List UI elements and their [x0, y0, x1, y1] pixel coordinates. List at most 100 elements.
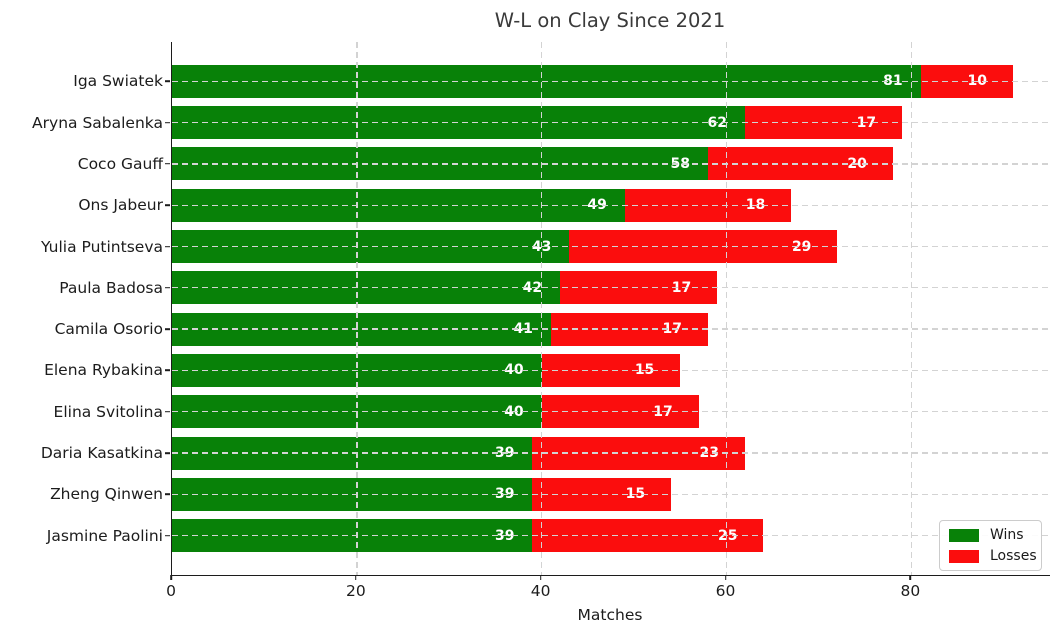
x-tick-mark [355, 575, 357, 580]
x-tick-mark [909, 575, 912, 580]
wins-bar-segment: 40 [172, 395, 542, 429]
wins-value-label: 39 [494, 527, 515, 544]
x-tick-label: 40 [530, 582, 551, 600]
losses-value-label: 17 [856, 114, 877, 131]
x-tick-mark [170, 575, 172, 580]
wins-value-label: 58 [670, 155, 691, 172]
y-tick-label-player: Paula Badosa [59, 278, 163, 297]
chart-title: W-L on Clay Since 2021 [494, 9, 726, 32]
losses-bar-segment: 23 [532, 436, 745, 470]
bar-row: 49 18 [172, 188, 792, 222]
vertical-gridline [910, 42, 913, 575]
y-tick-label-player: Daria Kasatkina [40, 444, 163, 462]
losses-value-label: 15 [634, 362, 655, 379]
bar-row: 40 15 [172, 353, 681, 387]
y-tick-mark [164, 121, 170, 124]
wins-value-label: 62 [707, 114, 727, 131]
wins-bar-segment: 43 [172, 230, 570, 263]
losses-bar-segment: 17 [550, 312, 709, 346]
y-tick-mark [164, 493, 170, 496]
wins-bar-segment: 39 [172, 519, 533, 553]
losses-bar-segment: 17 [745, 106, 903, 140]
wins-value-label: 40 [504, 403, 524, 420]
losses-bar-segment: 17 [560, 271, 718, 305]
y-tick-mark [164, 410, 170, 413]
wins-value-label: 40 [504, 362, 524, 379]
losses-value-label: 17 [662, 321, 683, 338]
losses-value-label: 23 [699, 445, 719, 461]
legend-item-wins: Wins [949, 527, 1032, 543]
wins-bar-segment: 81 [172, 64, 921, 98]
y-tick-label-player: Zheng Qinwen [50, 485, 163, 504]
y-tick-label-player: Jasmine Paolini [46, 526, 163, 545]
wins-value-label: 41 [513, 321, 533, 338]
losses-bar-segment: 25 [532, 519, 764, 553]
legend-label-losses: Losses [990, 548, 1037, 564]
x-tick-mark [724, 575, 727, 580]
wins-bar-segment: 39 [172, 436, 533, 470]
legend-label-wins: Wins [990, 527, 1024, 543]
wins-bar-segment: 49 [172, 188, 625, 222]
losses-value-label: 25 [718, 527, 738, 544]
wins-value-label: 81 [883, 73, 903, 90]
bar-row: 81 10 [172, 64, 1014, 98]
bar-row: 42 17 [172, 271, 718, 305]
bar-row: 40 17 [172, 395, 699, 429]
losses-value-label: 20 [847, 155, 867, 172]
wins-swatch [949, 528, 979, 542]
losses-bar-segment: 20 [708, 147, 893, 181]
y-tick-label-player: Yulia Putintseva [40, 237, 163, 256]
losses-bar-segment: 15 [541, 353, 681, 387]
wins-bar-segment: 41 [172, 312, 551, 346]
losses-bar-segment: 18 [624, 188, 792, 222]
bar-row: 58 20 [172, 147, 893, 181]
bar-row: 39 23 [172, 436, 745, 470]
y-tick-mark [164, 245, 170, 248]
losses-bar-segment: 15 [532, 477, 672, 511]
y-tick-mark [164, 452, 170, 454]
wins-value-label: 43 [531, 238, 552, 255]
wins-bar-segment: 40 [172, 353, 542, 387]
y-tick-label-player: Elina Svitolina [53, 402, 163, 421]
wins-bar-segment: 42 [172, 271, 561, 305]
losses-bar-segment: 17 [541, 395, 699, 429]
bar-row: 39 25 [172, 519, 764, 553]
losses-value-label: 10 [967, 73, 988, 90]
wins-bar-segment: 39 [172, 477, 533, 511]
y-tick-mark [164, 328, 170, 330]
y-tick-mark [164, 163, 170, 165]
y-tick-label-player: Aryna Sabalenka [32, 113, 163, 132]
legend: Wins Losses [939, 520, 1042, 571]
x-tick-label: 80 [900, 582, 921, 600]
bar-row: 39 15 [172, 477, 672, 511]
losses-swatch [949, 549, 979, 563]
y-tick-mark [164, 204, 170, 206]
plot-area: 81 10 62 17 58 20 49 18 43 29 42 17 41 17 40 15 40 17 39 23… [171, 42, 1050, 576]
losses-bar-segment: 10 [920, 64, 1014, 98]
y-tick-label-player: Iga Swiatek [73, 72, 163, 91]
wins-value-label: 42 [522, 279, 543, 296]
wins-bar-segment: 62 [172, 106, 745, 140]
wins-bar-segment: 58 [172, 147, 709, 181]
x-tick-label: 60 [715, 582, 736, 600]
bar-row: 43 29 [172, 230, 838, 263]
bar-row: 41 17 [172, 312, 709, 346]
wins-value-label: 39 [494, 445, 515, 461]
losses-value-label: 17 [653, 403, 673, 420]
y-tick-label-player: Elena Rybakina [44, 361, 163, 380]
y-tick-mark [164, 287, 170, 289]
y-tick-mark [164, 369, 170, 372]
losses-value-label: 15 [625, 486, 646, 503]
losses-bar-segment: 29 [569, 230, 838, 263]
y-tick-label-player: Coco Gauff [77, 154, 163, 173]
y-tick-label-player: Camila Osorio [54, 320, 163, 339]
y-tick-label-player: Ons Jabeur [78, 196, 163, 215]
wins-value-label: 49 [587, 197, 607, 214]
y-tick-mark [164, 80, 170, 83]
losses-value-label: 17 [671, 279, 692, 296]
x-tick-mark [539, 575, 542, 580]
losses-value-label: 18 [745, 197, 766, 214]
losses-value-label: 29 [791, 238, 812, 255]
x-tick-label: 20 [345, 582, 366, 600]
